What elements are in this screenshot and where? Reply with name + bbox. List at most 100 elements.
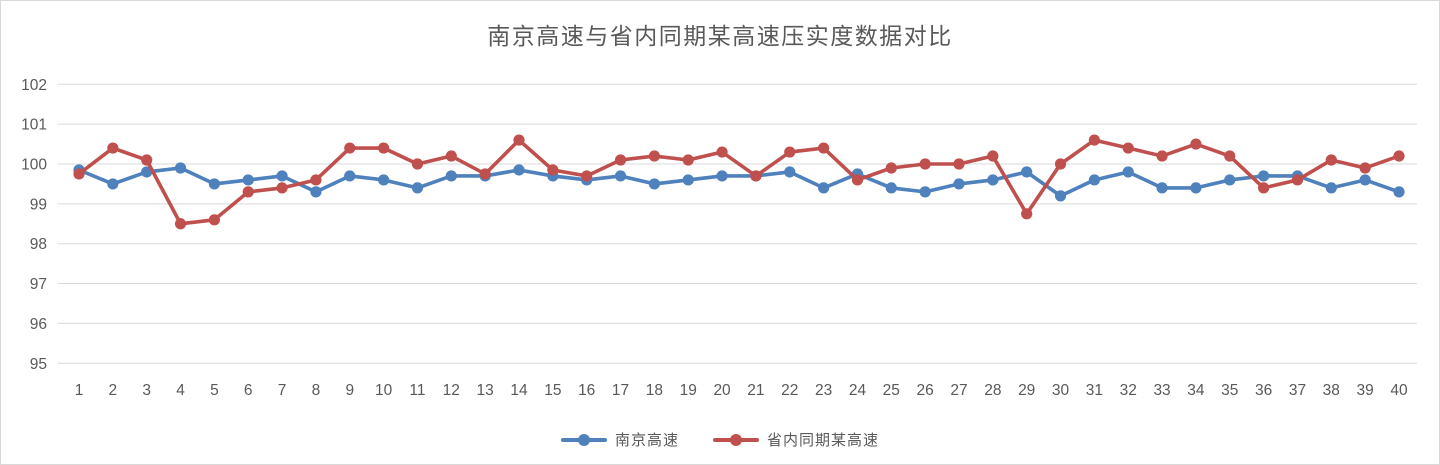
data-point-marker (784, 166, 796, 178)
data-point-marker (614, 170, 627, 182)
data-point-marker (378, 142, 390, 154)
x-tick-label: 34 (1187, 382, 1205, 399)
data-point-marker (648, 178, 660, 190)
data-point-marker (987, 150, 999, 162)
x-tick-label: 38 (1323, 382, 1340, 399)
x-tick-label: 10 (375, 382, 393, 399)
data-point-marker (1224, 150, 1236, 162)
x-tick-label: 16 (578, 382, 595, 399)
data-point-marker (1088, 134, 1100, 146)
data-point-marker (547, 164, 559, 176)
data-point-marker (344, 142, 356, 154)
y-tick-label: 100 (21, 157, 47, 174)
data-point-marker (310, 186, 322, 198)
series-1-line (73, 162, 1405, 202)
x-tick-label: 39 (1357, 382, 1374, 399)
data-point-marker (1190, 138, 1202, 150)
x-tick-label: 35 (1221, 382, 1238, 399)
data-point-marker (479, 168, 491, 180)
data-point-marker (445, 170, 457, 182)
data-point-marker (411, 182, 424, 194)
x-tick-label: 23 (815, 382, 832, 399)
data-point-marker (344, 170, 356, 182)
y-tick-label: 97 (30, 276, 47, 293)
data-point-marker (276, 170, 288, 182)
gridlines (58, 83, 1417, 364)
y-tick-label: 99 (30, 196, 47, 213)
series-2-line (73, 134, 1405, 230)
x-tick-label: 19 (680, 382, 697, 399)
data-point-marker (1122, 166, 1134, 178)
x-tick-label: 7 (278, 382, 287, 399)
data-point-marker (953, 178, 965, 190)
x-tick-label: 36 (1255, 382, 1272, 399)
data-point-marker (784, 146, 796, 158)
x-tick-label: 8 (312, 382, 321, 399)
data-point-marker (276, 182, 288, 194)
data-point-marker (1258, 182, 1270, 194)
data-point-marker (614, 154, 627, 166)
x-tick-label: 6 (244, 382, 253, 399)
data-point-marker (1088, 174, 1100, 186)
y-tick-label: 102 (21, 77, 47, 94)
x-tick-label: 27 (950, 382, 967, 399)
x-tick-label: 4 (176, 382, 185, 399)
data-point-marker (682, 174, 694, 186)
x-tick-label: 40 (1390, 382, 1408, 399)
x-tick-label: 29 (1018, 382, 1035, 399)
data-point-marker (885, 162, 897, 174)
data-point-marker (1393, 186, 1405, 198)
data-point-marker (174, 218, 187, 230)
data-point-marker (310, 174, 322, 186)
data-point-marker (73, 168, 85, 180)
x-tick-label: 21 (747, 382, 764, 399)
data-point-marker (1054, 158, 1067, 170)
data-point-marker (1156, 182, 1168, 194)
data-point-marker (581, 170, 593, 182)
x-tick-label: 31 (1086, 382, 1103, 399)
chart-title: 南京高速与省内同期某高速压实度数据对比 (487, 24, 953, 49)
series1-marker-icon (560, 433, 607, 446)
x-tick-label: 33 (1153, 382, 1170, 399)
x-tick-label: 26 (917, 382, 934, 399)
x-tick-label: 13 (477, 382, 494, 399)
data-point-marker (445, 150, 457, 162)
data-point-marker (242, 186, 254, 198)
data-point-marker (818, 142, 830, 154)
data-point-marker (818, 182, 830, 194)
x-tick-label: 17 (612, 382, 629, 399)
data-point-marker (513, 134, 525, 146)
data-point-marker (648, 150, 660, 162)
y-tick-label: 101 (21, 117, 47, 134)
data-point-marker (242, 174, 254, 186)
data-point-marker (919, 158, 931, 170)
data-point-marker (1224, 174, 1236, 186)
data-point-marker (885, 182, 897, 194)
data-point-marker (107, 178, 119, 190)
data-point-marker (1156, 150, 1168, 162)
x-tick-label: 11 (409, 382, 425, 399)
data-point-marker (174, 162, 187, 174)
data-point-marker (411, 158, 424, 170)
legend-item-series1: 南京高速 (560, 429, 679, 450)
data-point-marker (1190, 182, 1202, 194)
data-point-marker (1258, 170, 1270, 182)
data-point-marker (987, 174, 999, 186)
x-tick-label: 22 (781, 382, 798, 399)
data-point-marker (513, 164, 525, 176)
data-point-marker (716, 146, 728, 158)
data-point-marker (1021, 166, 1033, 178)
x-tick-label: 15 (544, 382, 561, 399)
data-point-marker (141, 166, 153, 178)
data-point-marker (919, 186, 931, 198)
x-tick-label: 32 (1120, 382, 1137, 399)
x-tick-label: 28 (984, 382, 1001, 399)
data-point-marker (107, 142, 119, 154)
x-tick-label: 37 (1289, 382, 1306, 399)
data-point-marker (1021, 208, 1033, 220)
x-tick-label: 25 (883, 382, 900, 399)
y-tick-label: 98 (30, 236, 47, 253)
data-point-marker (1325, 182, 1337, 194)
x-tick-label: 12 (443, 382, 460, 399)
